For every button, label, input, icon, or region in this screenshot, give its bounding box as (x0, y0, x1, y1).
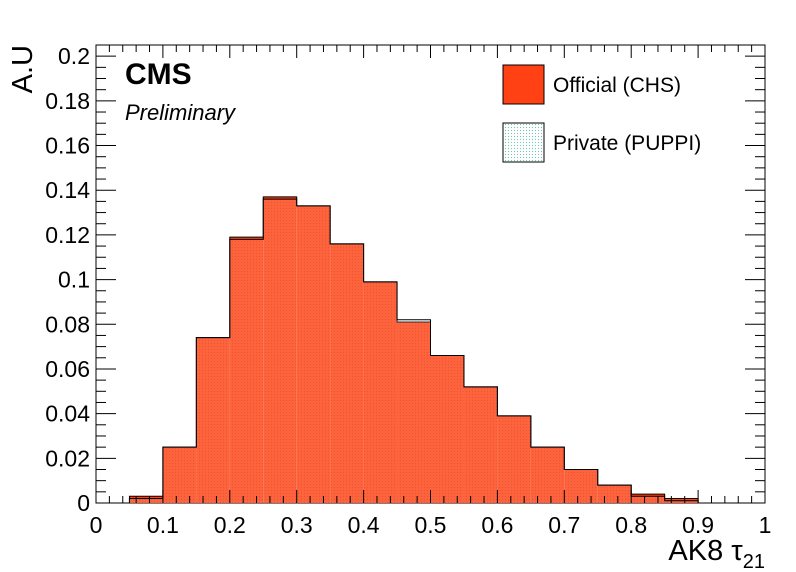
x-tick-label: 0.1 (147, 512, 179, 538)
bar-private-puppi (229, 239, 264, 503)
bar-private-puppi (162, 447, 197, 503)
bar-private-puppi (631, 496, 665, 503)
y-axis-title: A.U (7, 45, 39, 93)
bar-private-puppi (330, 243, 364, 503)
experiment-label: CMS (125, 58, 192, 91)
bar-private-puppi (263, 199, 297, 503)
y-tick-label: 0.16 (45, 133, 90, 159)
y-tick-label: 0 (77, 490, 90, 516)
bar-private-puppi (363, 281, 398, 503)
bar-private-puppi (296, 205, 331, 504)
x-tick-label: 0 (90, 512, 103, 538)
outline-private-puppi (128, 198, 699, 503)
bar-private-puppi (430, 355, 464, 503)
y-tick-label: 0.06 (45, 356, 90, 382)
x-tick-label: 0.7 (548, 512, 580, 538)
y-tick-label: 0.12 (45, 222, 90, 248)
x-axis-title: AK8 τ21 (668, 535, 765, 572)
bar-private-puppi (397, 319, 431, 503)
x-tick-label: 0.2 (214, 512, 246, 538)
bar-private-puppi (564, 469, 598, 503)
x-tick-label: 0.4 (348, 512, 380, 538)
y-tick-label: 0.18 (45, 88, 90, 114)
bar-private-puppi (196, 337, 230, 503)
x-tick-label: 1 (759, 512, 772, 538)
x-tick-label: 0.6 (481, 512, 513, 538)
status-label: Preliminary (125, 100, 237, 125)
y-tick-label: 0.2 (58, 43, 90, 69)
x-tick-label: 0.5 (415, 512, 447, 538)
x-tick-label: 0.8 (615, 512, 647, 538)
series-private-puppi (128, 198, 699, 504)
legend: Official (CHS) Private (PUPPI) (502, 64, 701, 163)
legend-swatch-private-puppi (502, 122, 545, 163)
bar-private-puppi (530, 447, 565, 503)
x-tick-label: 0.9 (682, 512, 714, 538)
y-tick-label: 0.1 (58, 267, 90, 293)
bar-private-puppi (597, 485, 632, 503)
legend-label-official-chs: Official (CHS) (553, 74, 681, 97)
axes: 0 0.1 0.2 0.3 0.4 0.5 0.6 0.7 0.8 0.9 1 0 0.02 0.04 0.… (45, 43, 771, 538)
legend-label-private-puppi: Private (PUPPI) (553, 132, 701, 155)
y-tick-label: 0.02 (45, 445, 90, 471)
y-tick-label: 0.04 (45, 401, 90, 427)
bar-private-puppi (664, 500, 699, 503)
legend-swatch-official-chs (502, 64, 545, 105)
y-tick-label: 0.08 (45, 311, 90, 337)
bar-private-puppi (129, 498, 163, 503)
x-tick-label: 0.3 (281, 512, 313, 538)
bar-private-puppi (463, 386, 498, 503)
y-tick-label: 0.14 (45, 177, 90, 203)
bar-private-puppi (497, 415, 531, 503)
